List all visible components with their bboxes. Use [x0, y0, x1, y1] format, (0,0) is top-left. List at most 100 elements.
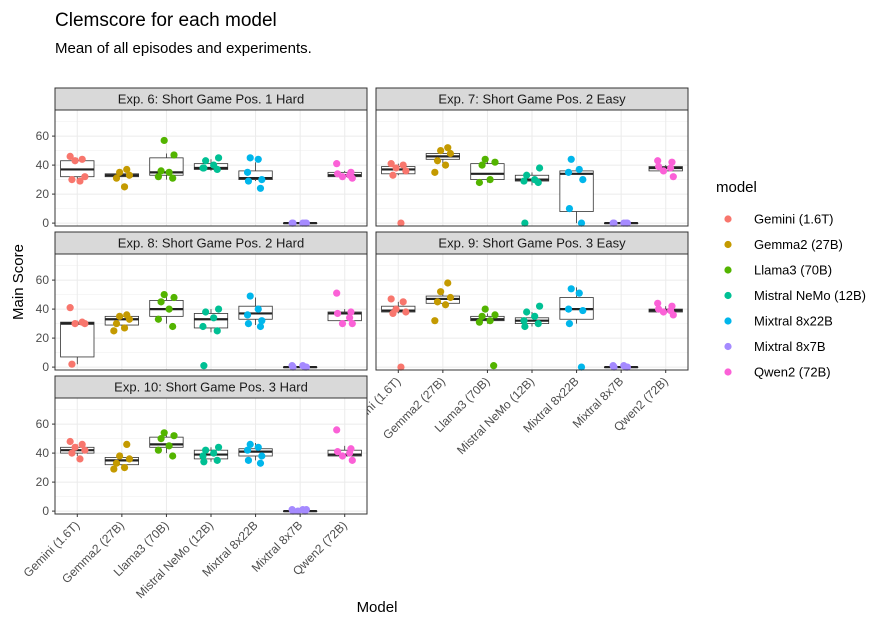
box-llama3-70b: [470, 160, 505, 183]
data-point-gemini-1-6t: [68, 176, 76, 184]
facet-panel-1: Exp. 6: Short Game Pos. 1 Hard 0 20 40 60: [36, 87, 368, 230]
box-iqr: [559, 170, 594, 212]
data-point-llama3-70b: [475, 318, 484, 326]
data-point-gemma2-27b: [116, 452, 124, 460]
data-point-llama3-70b: [160, 429, 168, 437]
data-point-mixtral-8x22b: [244, 177, 253, 185]
data-point-llama3-70b: [154, 446, 163, 454]
data-point-llama3-70b: [154, 315, 163, 323]
data-point-mixtral-8x22b: [577, 363, 586, 371]
data-point-mistral-nemo-12b: [214, 443, 223, 451]
data-point-mixtral-8x22b: [565, 320, 574, 328]
data-point-qwen2-72b: [338, 320, 347, 328]
y-tick-label: 60: [36, 273, 50, 287]
data-point-gemma2-27b: [433, 157, 442, 165]
data-point-mixtral-8x22b: [246, 154, 254, 162]
data-point-gemini-1-6t: [71, 157, 79, 165]
data-point-mixtral-8x22b: [243, 168, 252, 176]
data-point-gemma2-27b: [116, 168, 124, 176]
data-point-gemma2-27b: [123, 165, 131, 174]
data-point-mistral-nemo-12b: [214, 305, 223, 313]
box-mixtral-8x22b: [238, 162, 273, 182]
facet-strip-label: Exp. 6: Short Game Pos. 1 Hard: [118, 92, 304, 107]
data-point-mixtral-8x22b: [246, 292, 254, 300]
legend: model Gemini (1.6T) Gemma2 (27B) Llama3 (7…: [716, 179, 866, 380]
y-tick-label: 20: [36, 475, 50, 489]
facet-panel-3: Exp. 8: Short Game Pos. 2 Hard 0 20 40 60: [36, 231, 368, 374]
data-point-mixtral-8x22b: [254, 305, 262, 313]
data-point-gemma2-27b: [120, 324, 129, 332]
data-point-gemma2-27b: [120, 183, 129, 191]
data-point-mixtral-8x22b: [579, 176, 587, 184]
legend-key-gemini-1-6t: [724, 215, 732, 223]
data-point-qwen2-72b: [348, 174, 356, 182]
data-point-mixtral-8x7b: [610, 219, 618, 227]
data-point-gemini-1-6t: [71, 443, 79, 451]
data-point-mistral-nemo-12b: [213, 456, 221, 464]
data-point-mistral-nemo-12b: [199, 452, 207, 460]
facet-panels: Exp. 6: Short Game Pos. 1 Hard0204060Exp…: [21, 87, 689, 601]
facet-panel-5: Exp. 10: Short Game Pos. 3 Hard0204060Ge…: [21, 375, 368, 601]
legend-key-qwen2-72b: [724, 368, 732, 376]
data-point-mixtral-8x22b: [564, 305, 573, 313]
data-point-gemini-1-6t: [399, 298, 407, 306]
legend-label-qwen2-72b: Qwen2 (72B): [754, 365, 831, 380]
y-tick-label: 40: [36, 158, 50, 172]
data-point-llama3-70b: [481, 155, 489, 163]
legend-label-llama3-70b: Llama3 (70B): [754, 263, 832, 278]
data-point-gemini-1-6t: [78, 155, 86, 163]
data-point-gemma2-27b: [437, 147, 445, 155]
data-point-llama3-70b: [160, 136, 168, 145]
data-point-mistral-nemo-12b: [200, 458, 208, 466]
data-point-mistral-nemo-12b: [199, 322, 207, 331]
legend-label-mistral-nemo-12b: Mistral NeMo (12B): [754, 288, 866, 303]
data-point-qwen2-72b: [348, 320, 356, 328]
data-point-llama3-70b: [157, 435, 165, 443]
data-point-llama3-70b: [169, 452, 177, 460]
x-tick-label: Mistral NeMo (12B): [454, 374, 537, 457]
data-point-mixtral-8x7b: [610, 363, 618, 371]
data-point-llama3-70b: [170, 151, 178, 159]
data-point-llama3-70b: [165, 168, 173, 176]
data-point-llama3-70b: [486, 176, 494, 184]
data-point-gemini-1-6t: [76, 455, 84, 463]
legend-label-mixtral-8x7b: Mixtral 8x7B: [754, 339, 826, 354]
data-point-qwen2-72b: [654, 157, 662, 165]
data-point-mistral-nemo-12b: [535, 302, 544, 310]
data-point-mixtral-8x22b: [243, 311, 252, 319]
legend-key-llama3-70b: [724, 266, 732, 274]
data-point-qwen2-72b: [669, 311, 677, 319]
legend-label-gemma2-27b: Gemma2 (27B): [754, 237, 843, 252]
data-point-gemini-1-6t: [76, 177, 84, 185]
data-point-mixtral-8x7b: [301, 507, 309, 515]
data-point-mistral-nemo-12b: [210, 449, 218, 457]
data-point-mistral-nemo-12b: [531, 312, 539, 320]
y-tick-label: 60: [36, 129, 50, 143]
data-point-gemini-1-6t: [71, 320, 79, 328]
data-point-llama3-70b: [157, 167, 165, 175]
data-point-mixtral-8x22b: [254, 443, 262, 451]
data-point-mixtral-8x22b: [567, 155, 575, 163]
y-tick-label: 40: [36, 446, 50, 460]
data-point-gemma2-27b: [110, 465, 118, 473]
data-point-gemma2-27b: [444, 144, 452, 152]
data-point-mixtral-8x22b: [256, 322, 265, 331]
box-iqr: [327, 311, 362, 322]
y-tick-label: 60: [36, 417, 50, 431]
data-point-gemma2-27b: [120, 464, 129, 472]
box-iqr: [238, 170, 273, 180]
y-tick-label: 0: [42, 216, 49, 230]
data-point-mixtral-8x22b: [564, 168, 573, 176]
data-point-gemma2-27b: [123, 440, 131, 448]
data-point-qwen2-72b: [333, 448, 342, 456]
data-point-llama3-70b: [169, 322, 177, 331]
data-point-gemma2-27b: [441, 161, 450, 169]
data-point-gemini-1-6t: [68, 360, 76, 368]
facet-strip-label: Exp. 10: Short Game Pos. 3 Hard: [114, 380, 308, 395]
data-point-gemma2-27b: [110, 327, 118, 335]
data-point-gemini-1-6t: [397, 363, 405, 371]
data-point-gemini-1-6t: [392, 164, 400, 172]
data-point-mixtral-8x22b: [256, 184, 265, 192]
